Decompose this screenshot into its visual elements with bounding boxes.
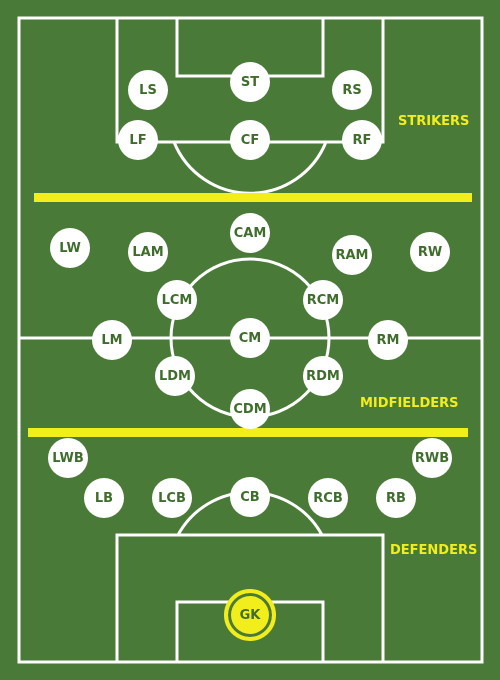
position-lam[interactable]: LAM [128,232,168,272]
position-lwb[interactable]: LWB [48,438,88,478]
position-gk[interactable]: GK [224,589,276,641]
position-cm[interactable]: CM [230,318,270,358]
position-rs[interactable]: RS [332,70,372,110]
position-ram[interactable]: RAM [332,235,372,275]
position-lm[interactable]: LM [92,320,132,360]
position-lcb[interactable]: LCB [152,478,192,518]
position-rw[interactable]: RW [410,232,450,272]
zone-label-midfielders: MIDFIELDERS [360,396,459,411]
zone-label-defenders: DEFENDERS [390,543,478,558]
position-rwb[interactable]: RWB [412,438,452,478]
position-rcb[interactable]: RCB [308,478,348,518]
position-lb[interactable]: LB [84,478,124,518]
position-lf[interactable]: LF [118,120,158,160]
position-st[interactable]: ST [230,62,270,102]
midfielders-divider [28,428,468,437]
position-lcm[interactable]: LCM [157,280,197,320]
position-rb[interactable]: RB [376,478,416,518]
position-rcm[interactable]: RCM [303,280,343,320]
position-rm[interactable]: RM [368,320,408,360]
position-cam[interactable]: CAM [230,213,270,253]
position-cf[interactable]: CF [230,120,270,160]
zone-label-strikers: STRIKERS [398,114,470,129]
position-ldm[interactable]: LDM [155,356,195,396]
strikers-divider [34,193,472,202]
position-lw[interactable]: LW [50,228,90,268]
position-cdm[interactable]: CDM [230,389,270,429]
position-cb[interactable]: CB [230,477,270,517]
position-rdm[interactable]: RDM [303,356,343,396]
position-ls[interactable]: LS [128,70,168,110]
position-rf[interactable]: RF [342,120,382,160]
